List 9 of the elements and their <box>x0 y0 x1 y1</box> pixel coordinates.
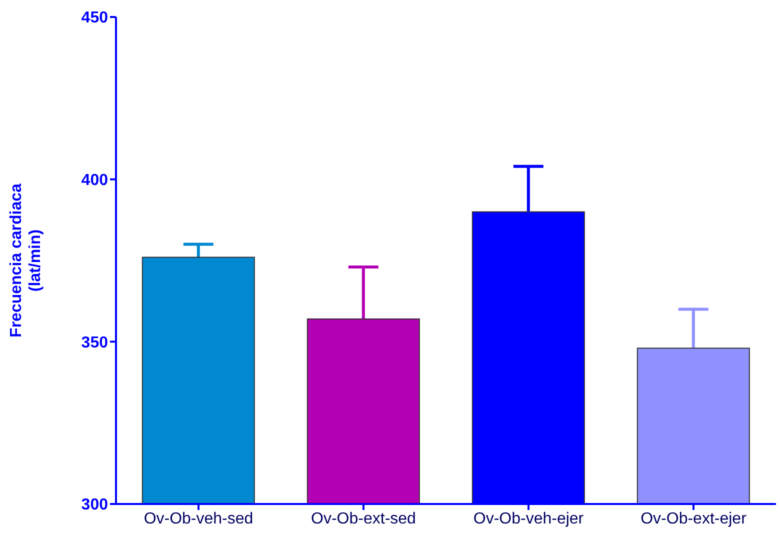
y-tick-label: 350 <box>81 334 108 352</box>
x-tick-label: Ov-Ob-ext-sed <box>311 510 416 528</box>
y-tick-label: 300 <box>81 496 108 514</box>
y-tick-label: 400 <box>81 172 108 190</box>
y-tick-label: 450 <box>81 10 108 27</box>
x-tick-label: Ov-Ob-ext-ejer <box>640 510 748 528</box>
y-axis-title: Frecuencia cardiaca (lat/min) <box>8 183 44 338</box>
x-tick-label: Ov-Ob-veh-ejer <box>473 510 584 528</box>
x-tick-label: Ov-Ob-veh-sed <box>144 510 254 528</box>
